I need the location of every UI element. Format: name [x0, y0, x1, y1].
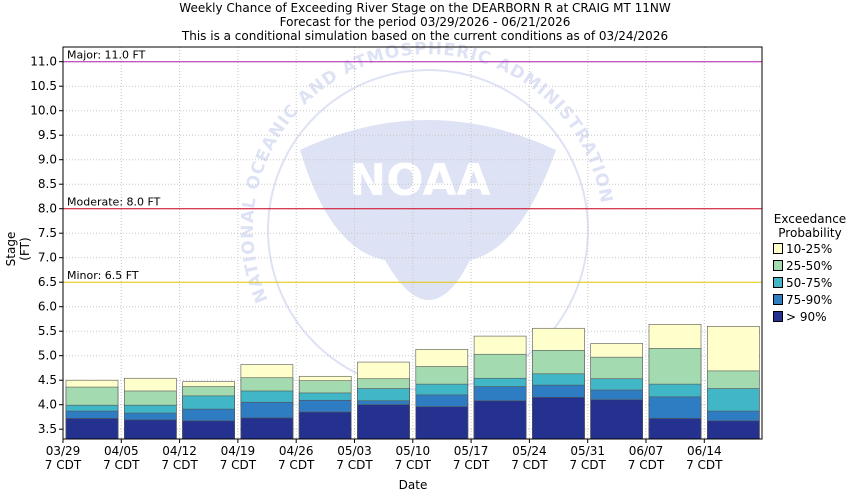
x-tick-label: 05/17 — [454, 444, 489, 458]
legend-label: > 90% — [786, 309, 827, 324]
x-tick-label: 04/26 — [279, 444, 314, 458]
threshold-label: Major: 11.0 FT — [67, 49, 146, 62]
legend-title-line2: Probability — [778, 226, 842, 240]
legend-swatch — [773, 294, 783, 305]
chart-subtitle-period: Forecast for the period 03/29/2026 - 06/… — [279, 15, 571, 29]
noaa-seal-bird — [300, 120, 556, 300]
legend-item: 50-75% — [773, 274, 850, 291]
bar-segment — [182, 420, 235, 440]
y-tick-label: 6.5 — [38, 275, 57, 289]
y-tick-label: 10.0 — [30, 104, 57, 118]
bar-segment — [240, 417, 294, 440]
x-tick-sublabel: 7 CDT — [686, 458, 723, 472]
legend-item: > 90% — [773, 308, 850, 325]
legend-label: 50-75% — [786, 275, 833, 290]
x-tick-label: 04/05 — [104, 444, 139, 458]
x-tick-label: 04/12 — [162, 444, 197, 458]
legend-item: 75-90% — [773, 291, 850, 308]
y-tick-label: 3.5 — [38, 422, 57, 436]
chart-title: Weekly Chance of Exceeding River Stage o… — [179, 1, 671, 15]
legend-label: 10-25% — [786, 241, 833, 256]
x-tick-label: 03/29 — [46, 444, 81, 458]
legend-title-line1: Exceedance — [773, 212, 847, 226]
x-tick-sublabel: 7 CDT — [220, 458, 257, 472]
noaa-seal-logo: NOAA — [349, 155, 490, 206]
bar-segment — [648, 418, 702, 440]
x-tick-sublabel: 7 CDT — [511, 458, 548, 472]
x-tick-sublabel: 7 CDT — [161, 458, 198, 472]
x-tick-label: 06/14 — [687, 444, 722, 458]
y-tick-label: 10.5 — [30, 79, 57, 93]
y-axis-label: Stage (FT) — [4, 231, 32, 267]
threshold-label: Moderate: 8.0 FT — [67, 196, 161, 209]
legend-swatch — [773, 311, 783, 322]
y-tick-label: 11.0 — [30, 55, 57, 69]
x-tick-label: 05/10 — [396, 444, 431, 458]
x-tick-sublabel: 7 CDT — [336, 458, 373, 472]
y-tick-label: 9.5 — [38, 128, 57, 142]
x-tick-label: 05/03 — [337, 444, 372, 458]
x-tick-sublabel: 7 CDT — [278, 458, 315, 472]
bar-segment — [415, 406, 469, 440]
bar-segment — [65, 418, 119, 440]
legend: Exceedance Probability 10-25% 25-50% 50-75… — [770, 212, 850, 325]
x-tick-sublabel: 7 CDT — [628, 458, 665, 472]
y-tick-label: 5.5 — [38, 324, 57, 338]
x-tick-sublabel: 7 CDT — [45, 458, 82, 472]
x-tick-label: 04/19 — [221, 444, 256, 458]
y-tick-label: 6.0 — [38, 300, 57, 314]
y-tick-label: 8.5 — [38, 177, 57, 191]
legend-label: 25-50% — [786, 258, 833, 273]
chart-title-block: Weekly Chance of Exceeding River Stage o… — [0, 1, 850, 43]
y-axis: 3.5 4.0 4.5 5.0 5.5 6.0 6.5 7.0 7.5 8.0 8.5 9.0 9.5 1… — [30, 55, 63, 436]
bar-segment — [473, 400, 527, 440]
bar-segment — [706, 420, 760, 440]
y-tick-label: 7.5 — [38, 226, 57, 240]
bar-segment — [298, 411, 352, 440]
bar-segment — [357, 404, 410, 440]
y-tick-label: 4.0 — [38, 398, 57, 412]
bar-segment — [124, 419, 177, 440]
legend-label: 75-90% — [786, 292, 833, 307]
y-tick-label: 9.0 — [38, 153, 57, 167]
legend-item: 10-25% — [773, 240, 850, 257]
x-tick-label: 05/31 — [570, 444, 605, 458]
x-tick-sublabel: 7 CDT — [569, 458, 606, 472]
legend-swatch — [773, 260, 783, 271]
bar-segment — [590, 399, 644, 440]
flood-thresholds: Major: 11.0 FT Moderate: 8.0 FT Minor: 6.5… — [63, 49, 762, 283]
x-tick-label: 05/24 — [512, 444, 547, 458]
legend-swatch — [773, 243, 783, 254]
y-tick-label: 5.0 — [38, 349, 57, 363]
x-tick-sublabel: 7 CDT — [453, 458, 490, 472]
x-tick-label: 06/07 — [629, 444, 664, 458]
x-tick-sublabel: 7 CDT — [103, 458, 140, 472]
y-tick-label: 8.0 — [38, 202, 57, 216]
chart-subtitle-conditions: This is a conditional simulation based o… — [181, 29, 669, 43]
legend-item: 25-50% — [773, 257, 850, 274]
y-tick-label: 7.0 — [38, 251, 57, 265]
y-tick-label: 4.5 — [38, 373, 57, 387]
legend-swatch — [773, 277, 783, 288]
x-axis-label: Date — [398, 478, 428, 492]
bar-segment — [532, 397, 585, 440]
x-tick-sublabel: 7 CDT — [395, 458, 432, 472]
threshold-label: Minor: 6.5 FT — [67, 269, 139, 282]
